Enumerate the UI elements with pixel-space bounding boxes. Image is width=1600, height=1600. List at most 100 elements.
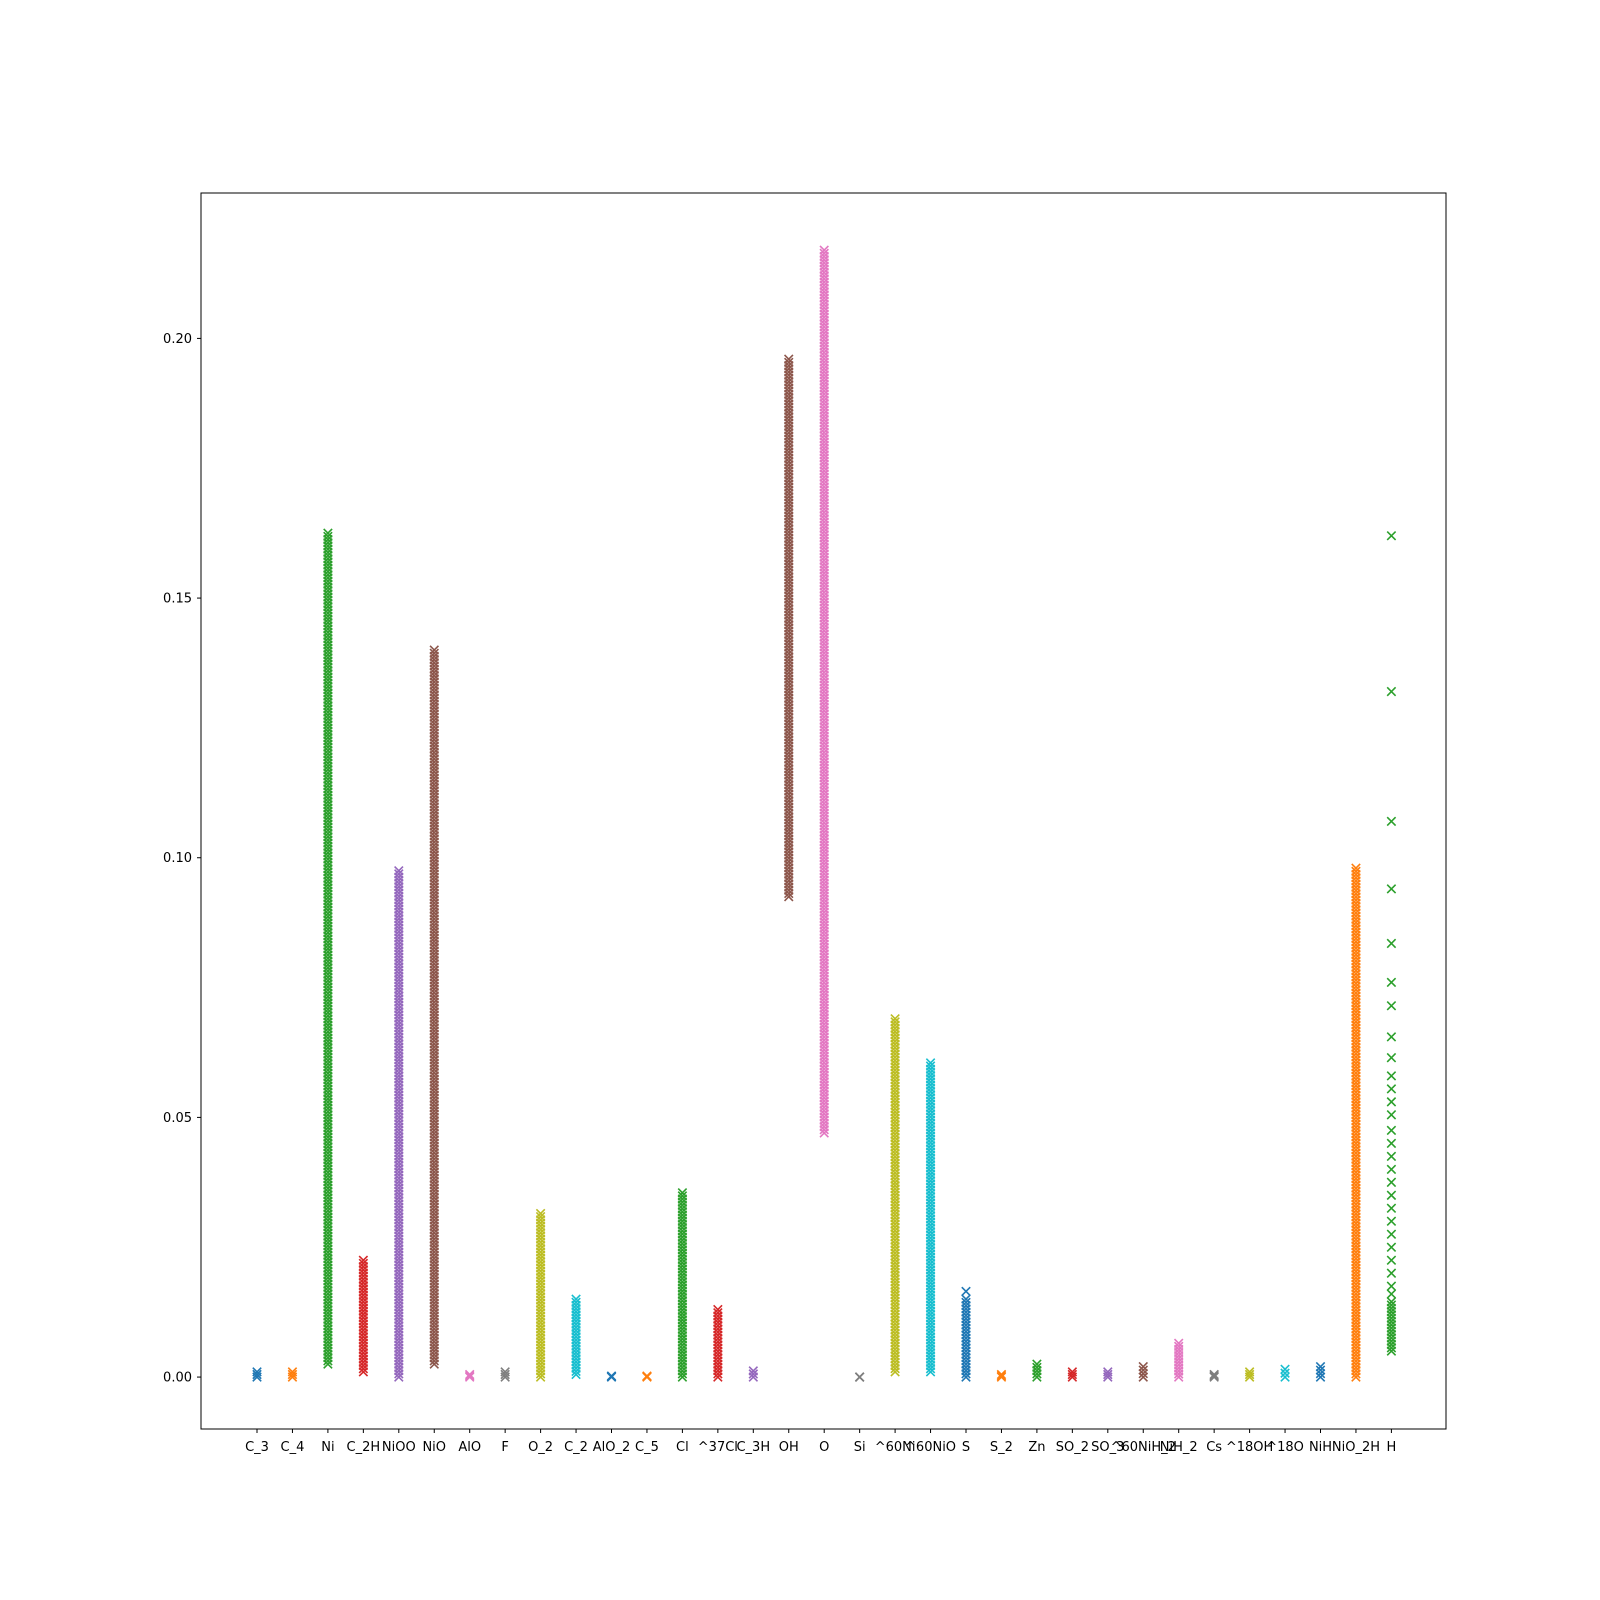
x-tick-label: ^37Cl <box>698 1440 738 1455</box>
data-point <box>1103 1367 1113 1377</box>
chart-marks <box>252 245 1397 1382</box>
x-tick-label: Ni <box>321 1440 334 1455</box>
data-point <box>287 1369 298 1380</box>
data-point <box>500 1367 510 1377</box>
y-tick-label: 0.20 <box>163 332 192 347</box>
data-point <box>1386 1281 1397 1291</box>
data-point <box>1386 1138 1397 1149</box>
data-point <box>1386 686 1397 697</box>
x-tick-label: AlO_2 <box>593 1440 631 1455</box>
data-point <box>323 528 333 538</box>
data-point <box>1386 1084 1397 1094</box>
data-point <box>996 1372 1007 1382</box>
data-point <box>464 1372 475 1382</box>
data-point <box>1386 1300 1397 1310</box>
x-tick-label: C_2 <box>564 1440 588 1455</box>
x-tick-label: ^60NiH_2 <box>1111 1440 1176 1455</box>
data-point <box>323 531 333 542</box>
data-point <box>996 1371 1007 1381</box>
data-point <box>1351 866 1361 877</box>
series-C_3H <box>748 1366 759 1382</box>
data-point <box>961 1297 971 1308</box>
data-point <box>1386 938 1397 949</box>
data-point <box>1138 1368 1149 1379</box>
x-tick-label: SO_2 <box>1056 1440 1089 1455</box>
data-point <box>677 1191 688 1201</box>
data-point <box>996 1369 1007 1380</box>
series-^37Cl <box>713 1304 723 1382</box>
data-point <box>1386 1164 1397 1175</box>
data-point <box>1386 1071 1397 1081</box>
data-point <box>535 1208 546 1219</box>
series-NiO_2H <box>1351 863 1361 1382</box>
data-point <box>1315 1361 1326 1372</box>
x-tick-label: ^18OH <box>1226 1440 1273 1455</box>
series-S_2 <box>996 1369 1007 1382</box>
data-point <box>358 1255 369 1265</box>
series-Ni <box>323 528 333 1369</box>
x-tick-label: C_2H <box>347 1440 381 1455</box>
x-tick-label: NiH <box>1309 1440 1332 1455</box>
data-point <box>1209 1369 1219 1380</box>
x-tick-label: S_2 <box>990 1440 1013 1455</box>
data-point <box>1032 1359 1042 1369</box>
series-F <box>500 1367 510 1382</box>
data-point <box>394 869 404 879</box>
data-point <box>571 1294 581 1304</box>
y-tick-label: 0.10 <box>163 851 192 866</box>
series-C_2 <box>571 1294 581 1380</box>
data-point <box>429 645 440 655</box>
data-point <box>854 1372 865 1382</box>
x-tick-label: NiH_2 <box>1160 1440 1198 1455</box>
data-point <box>1280 1364 1290 1375</box>
series-C_5 <box>642 1371 652 1382</box>
data-point <box>500 1369 510 1380</box>
data-point <box>1138 1365 1149 1375</box>
y-tick-label: 0.05 <box>163 1111 192 1126</box>
x-tick-label: NiO <box>422 1440 446 1455</box>
data-point <box>677 1187 688 1198</box>
data-point <box>1315 1372 1326 1382</box>
data-point <box>429 648 440 658</box>
data-point <box>464 1371 475 1381</box>
x-axis: C_3 C_4 Ni C_2H NiOO NiO AlO F O_2 C_2 AlO_2 C_5 Cl ^… <box>245 1429 1396 1455</box>
x-tick-label: O_2 <box>528 1440 553 1455</box>
data-point <box>1173 1341 1184 1352</box>
data-point <box>1386 977 1397 988</box>
data-point <box>1280 1372 1290 1382</box>
data-point <box>1386 1125 1397 1136</box>
series-C_2H <box>358 1255 369 1377</box>
x-tick-label: ^60Ni <box>875 1440 916 1455</box>
x-tick-label: OH <box>779 1440 799 1455</box>
series-^18OH <box>1244 1367 1255 1382</box>
data-point <box>1280 1368 1290 1378</box>
x-tick-label: O <box>819 1440 829 1455</box>
data-point <box>1103 1369 1113 1380</box>
data-point <box>1138 1372 1149 1382</box>
data-point <box>1386 1151 1397 1162</box>
data-point <box>819 248 829 259</box>
data-point <box>783 357 794 368</box>
data-point <box>925 1058 936 1068</box>
x-tick-label: C_3H <box>736 1440 770 1455</box>
data-point <box>464 1369 475 1380</box>
x-tick-label: Cl <box>676 1440 689 1455</box>
data-point <box>925 1061 936 1071</box>
series-AlO_2 <box>606 1371 617 1382</box>
x-tick-label: NiO_2H <box>1332 1440 1380 1455</box>
series-S <box>961 1286 971 1382</box>
series-C_3 <box>252 1367 262 1382</box>
series-Cl <box>677 1187 688 1382</box>
data-point <box>1067 1367 1078 1377</box>
x-tick-label: H <box>1387 1440 1397 1455</box>
data-point <box>1386 1032 1397 1042</box>
data-point <box>571 1297 581 1308</box>
data-point <box>1386 816 1397 827</box>
data-point <box>1386 1203 1397 1214</box>
x-tick-label: S <box>962 1440 970 1455</box>
data-point <box>1386 1268 1397 1278</box>
series-Si <box>854 1372 865 1382</box>
data-point <box>1315 1368 1326 1379</box>
x-tick-label: Cs <box>1206 1440 1222 1455</box>
